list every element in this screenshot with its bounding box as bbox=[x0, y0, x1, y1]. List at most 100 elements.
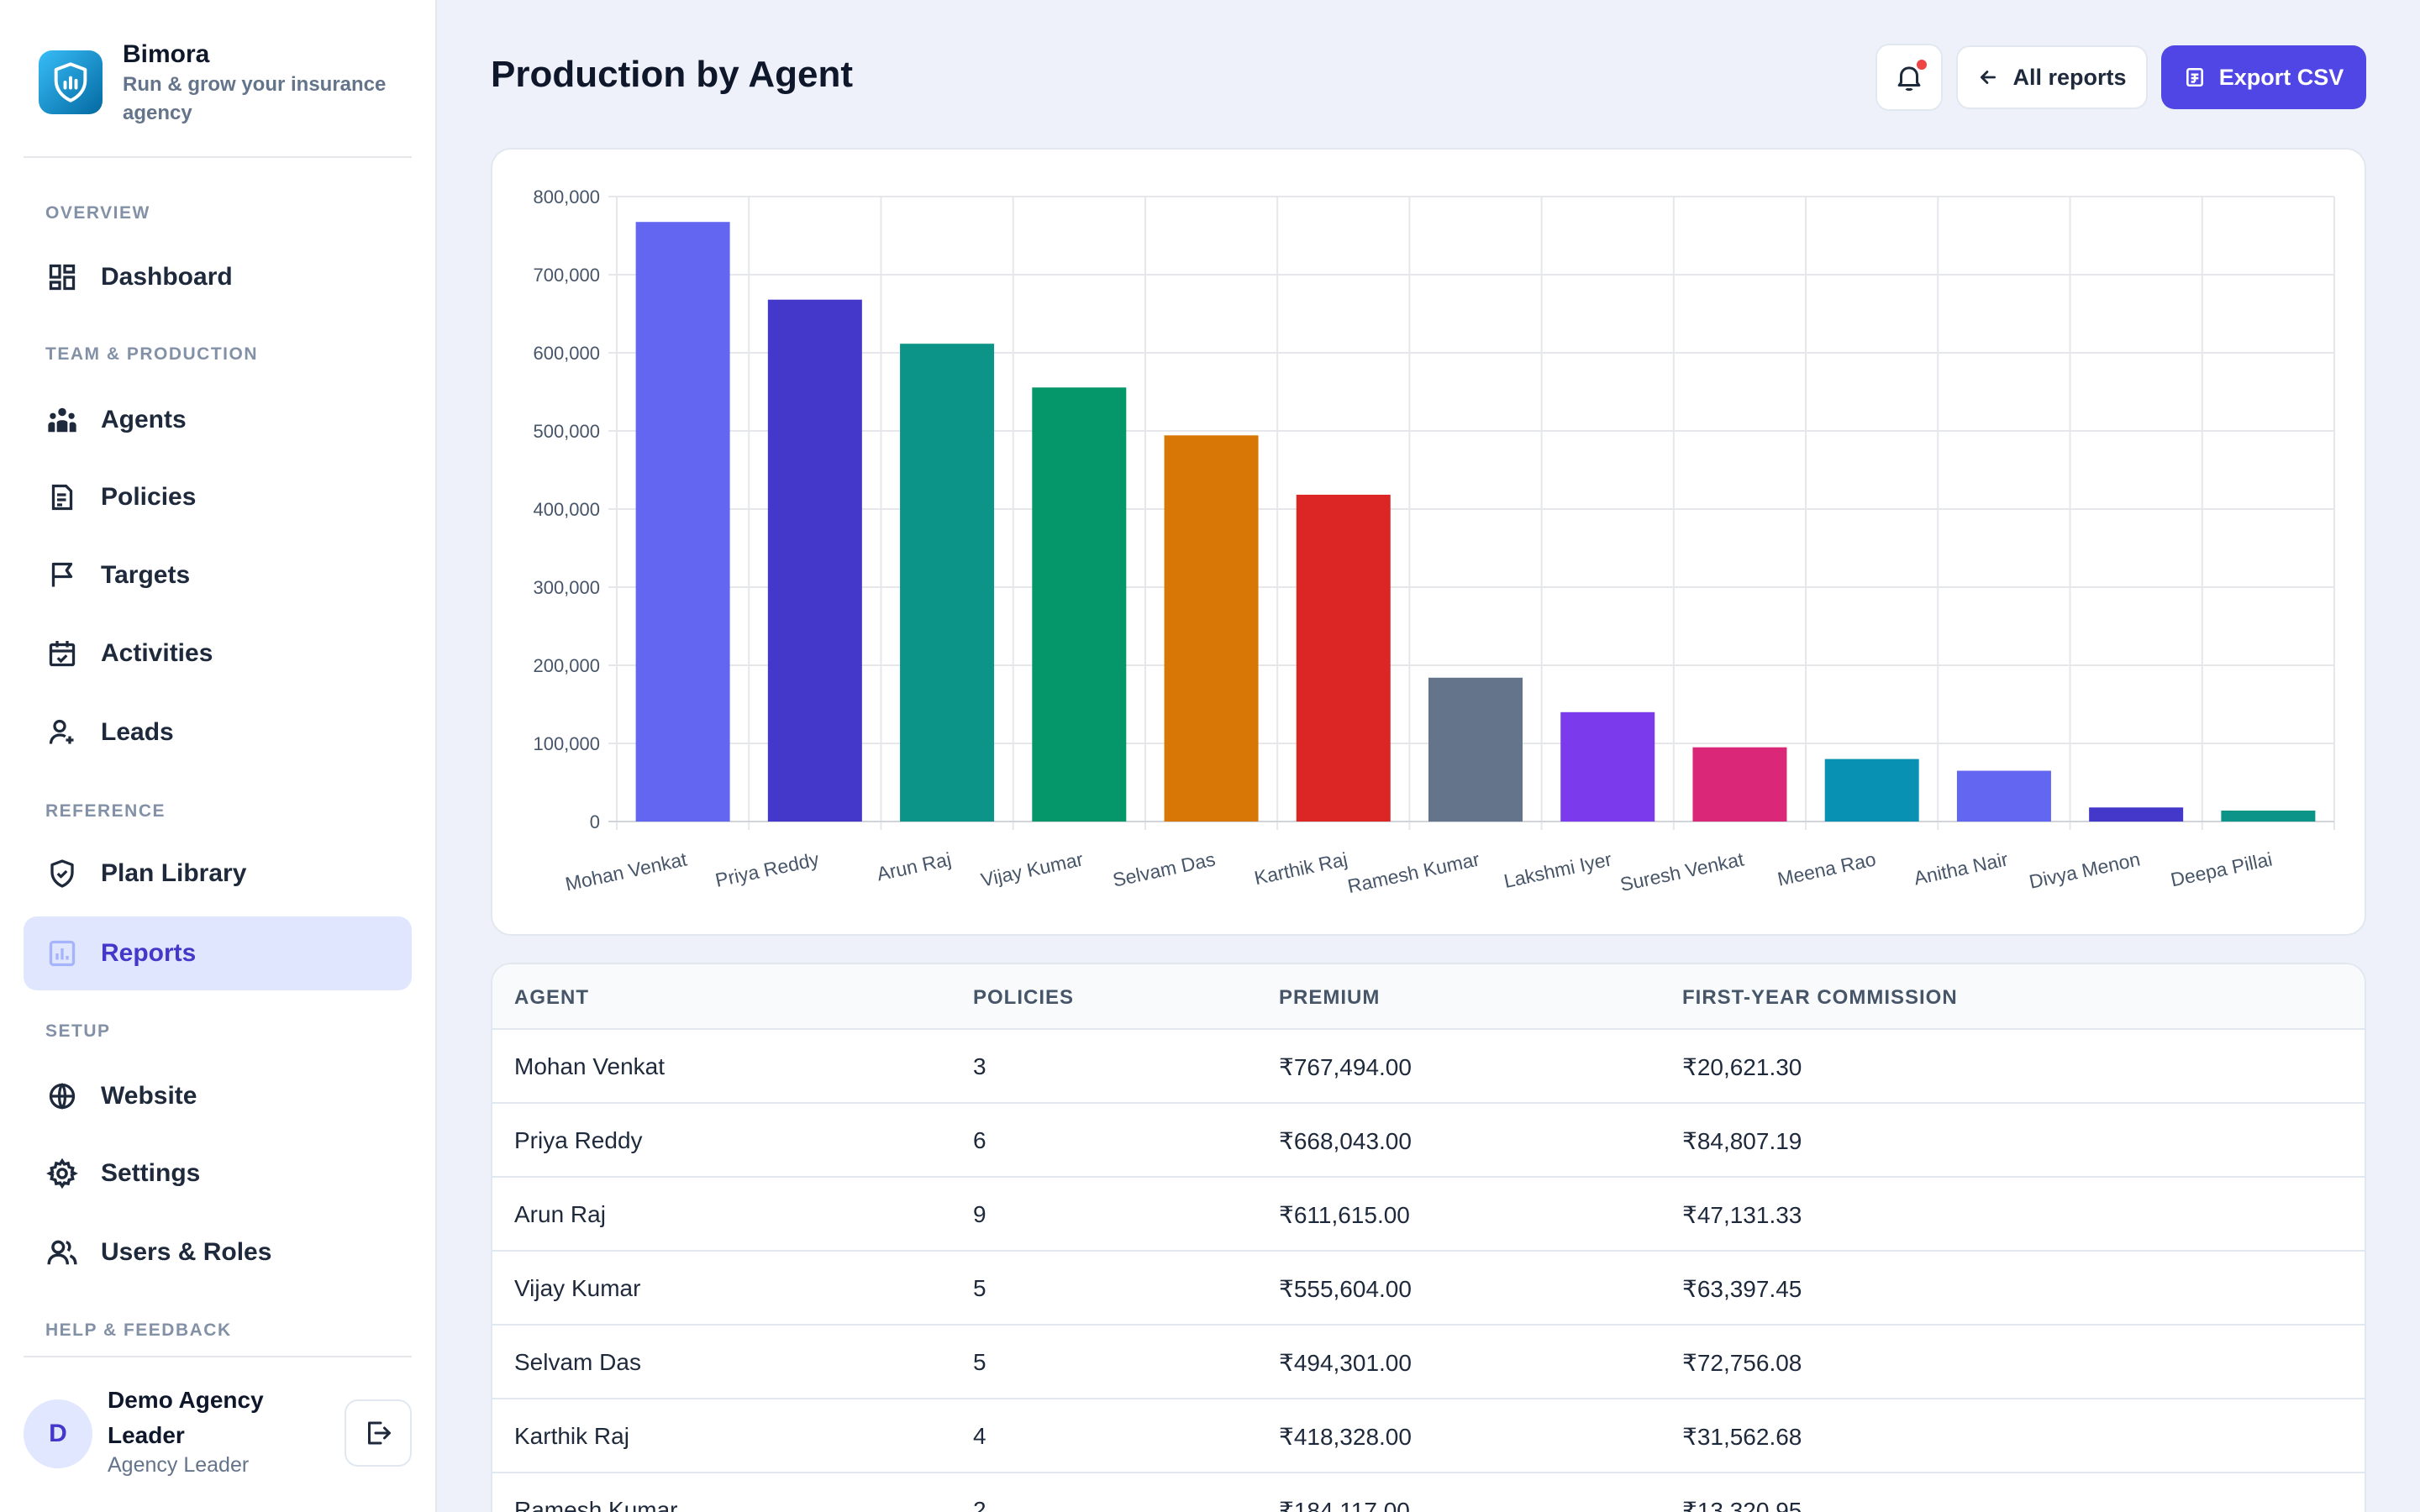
bar-deepa-pillai bbox=[2221, 810, 2316, 822]
cell-premium: ₹555,604.00 bbox=[1279, 1276, 1412, 1302]
all-reports-label: All reports bbox=[2012, 64, 2127, 90]
table-row[interactable]: Selvam Das 5 ₹494,301.00 ₹72,756.08 bbox=[492, 1326, 2365, 1399]
table-row[interactable]: Arun Raj 9 ₹611,615.00 ₹47,131.33 bbox=[492, 1178, 2365, 1252]
x-tick-label: Anitha Nair bbox=[1912, 848, 2010, 889]
table-row[interactable]: Vijay Kumar 5 ₹555,604.00 ₹63,397.45 bbox=[492, 1252, 2365, 1326]
y-tick-label: 700,000 bbox=[533, 265, 600, 286]
bar-priya-reddy bbox=[767, 299, 862, 822]
avatar[interactable]: D bbox=[24, 1399, 92, 1468]
page-title: Production by Agent bbox=[491, 54, 854, 95]
y-tick-label: 100,000 bbox=[533, 733, 600, 754]
sidebar-item-leads[interactable]: Leads bbox=[24, 696, 412, 769]
sidebar-item-users-roles[interactable]: Users & Roles bbox=[24, 1215, 412, 1289]
cell-commission: ₹47,131.33 bbox=[1682, 1202, 1802, 1228]
sidebar-item-agents[interactable]: Agents bbox=[24, 383, 412, 457]
cell-agent: Priya Reddy bbox=[514, 1127, 643, 1153]
section-label-help: HELP & FEEDBACK bbox=[45, 1320, 232, 1340]
x-tick-label: Deepa Pillai bbox=[2169, 848, 2274, 890]
cell-premium: ₹184,117.00 bbox=[1279, 1498, 1410, 1512]
bar-lakshmi-iyer bbox=[1560, 711, 1655, 822]
y-tick-label: 500,000 bbox=[533, 421, 600, 442]
table-row[interactable]: Mohan Venkat 3 ₹767,494.00 ₹20,621.30 bbox=[492, 1030, 2365, 1104]
x-tick-label: Ramesh Kumar bbox=[1345, 848, 1481, 897]
all-reports-button[interactable]: All reports bbox=[1956, 45, 2148, 109]
sidebar-item-dashboard[interactable]: Dashboard bbox=[24, 240, 412, 314]
bell-icon bbox=[1893, 61, 1925, 93]
dashboard-icon bbox=[45, 260, 79, 294]
y-tick-label: 600,000 bbox=[533, 343, 600, 364]
x-tick-label: Selvam Das bbox=[1111, 848, 1218, 890]
cell-policies: 5 bbox=[973, 1275, 986, 1301]
table-row[interactable]: Priya Reddy 6 ₹668,043.00 ₹84,807.19 bbox=[492, 1104, 2365, 1178]
cell-agent: Karthik Raj bbox=[514, 1423, 629, 1449]
sidebar-item-settings[interactable]: Settings bbox=[24, 1137, 412, 1210]
sidebar-item-label: Activities bbox=[101, 639, 213, 667]
export-csv-label: Export CSV bbox=[2218, 64, 2344, 90]
bimora-logo-icon bbox=[39, 50, 103, 114]
bar-divya-menon bbox=[2089, 807, 2184, 822]
sidebar-item-plan-library[interactable]: Plan Library bbox=[24, 837, 412, 911]
column-header-policies[interactable]: POLICIES bbox=[973, 986, 1075, 1009]
production-table: AGENT POLICIES PREMIUM FIRST-YEAR COMMIS… bbox=[491, 963, 2366, 1512]
sidebar-item-activities[interactable]: Activities bbox=[24, 617, 412, 690]
x-tick-label: Lakshmi Iyer bbox=[1502, 848, 1613, 892]
brand[interactable]: Bimora Run & grow your insurance agency bbox=[24, 34, 412, 158]
chart-icon bbox=[45, 937, 79, 970]
x-tick-label: Arun Raj bbox=[875, 848, 953, 885]
sidebar-item-label: Reports bbox=[101, 939, 197, 967]
sidebar-item-targets[interactable]: Targets bbox=[24, 538, 412, 612]
cell-premium: ₹494,301.00 bbox=[1279, 1350, 1412, 1376]
sidebar-item-label: Dashboard bbox=[101, 263, 233, 291]
sidebar-item-label: Plan Library bbox=[101, 859, 247, 887]
sidebar-item-website[interactable]: Website bbox=[24, 1059, 412, 1133]
logout-button[interactable] bbox=[345, 1399, 412, 1467]
column-header-commission[interactable]: FIRST-YEAR COMMISSION bbox=[1682, 986, 1958, 1009]
sidebar-item-label: Targets bbox=[101, 561, 191, 589]
cell-commission: ₹72,756.08 bbox=[1682, 1350, 1802, 1376]
sidebar-item-label: Settings bbox=[101, 1159, 201, 1187]
bar-suresh-venkat bbox=[1692, 747, 1787, 822]
notifications-button[interactable] bbox=[1876, 44, 1943, 111]
x-tick-label: Mohan Venkat bbox=[563, 848, 689, 895]
export-csv-button[interactable]: Export CSV bbox=[2161, 45, 2366, 109]
sidebar-item-label: Users & Roles bbox=[101, 1238, 272, 1266]
users-icon bbox=[45, 1236, 79, 1269]
bar-karthik-raj bbox=[1296, 494, 1391, 822]
logout-icon bbox=[363, 1418, 393, 1448]
policies-icon bbox=[45, 480, 79, 514]
x-tick-label: Karthik Raj bbox=[1252, 848, 1349, 889]
table-row[interactable]: Ramesh Kumar 2 ₹184,117.00 ₹13,320.95 bbox=[492, 1473, 2365, 1512]
section-label-overview: OVERVIEW bbox=[45, 203, 150, 223]
cell-agent: Ramesh Kumar bbox=[514, 1497, 678, 1512]
sidebar-item-label: Policies bbox=[101, 483, 197, 511]
sidebar-item-label: Leads bbox=[101, 718, 174, 746]
cell-policies: 2 bbox=[973, 1497, 986, 1512]
table-row[interactable]: Karthik Raj 4 ₹418,328.00 ₹31,562.68 bbox=[492, 1399, 2365, 1473]
arrow-left-icon bbox=[1977, 66, 1999, 88]
column-header-premium[interactable]: PREMIUM bbox=[1279, 986, 1381, 1009]
sidebar: Bimora Run & grow your insurance agency … bbox=[0, 0, 437, 1512]
bar-arun-raj bbox=[900, 344, 995, 822]
user-profile: D Demo Agency Leader Agency Leader bbox=[24, 1356, 412, 1512]
column-header-agent[interactable]: AGENT bbox=[514, 986, 589, 1009]
section-label-team: TEAM & PRODUCTION bbox=[45, 344, 258, 364]
cell-commission: ₹13,320.95 bbox=[1682, 1498, 1802, 1512]
x-tick-label: Priya Reddy bbox=[713, 848, 821, 891]
bar-mohan-venkat bbox=[635, 222, 730, 822]
cell-commission: ₹20,621.30 bbox=[1682, 1054, 1802, 1080]
spreadsheet-icon bbox=[2184, 66, 2206, 88]
sidebar-item-reports[interactable]: Reports bbox=[24, 916, 412, 990]
sidebar-item-label: Website bbox=[101, 1082, 197, 1110]
y-tick-label: 200,000 bbox=[533, 655, 600, 676]
sidebar-item-policies[interactable]: Policies bbox=[24, 460, 412, 534]
cell-agent: Vijay Kumar bbox=[514, 1275, 641, 1301]
agents-icon bbox=[45, 403, 79, 437]
bar-ramesh-kumar bbox=[1428, 677, 1523, 822]
cell-commission: ₹31,562.68 bbox=[1682, 1424, 1802, 1450]
cell-agent: Mohan Venkat bbox=[514, 1053, 666, 1079]
shield-check-icon bbox=[45, 857, 79, 890]
bar-anitha-nair bbox=[1956, 770, 2051, 822]
cell-policies: 6 bbox=[973, 1127, 986, 1153]
cell-commission: ₹63,397.45 bbox=[1682, 1276, 1802, 1302]
cell-premium: ₹767,494.00 bbox=[1279, 1054, 1412, 1080]
